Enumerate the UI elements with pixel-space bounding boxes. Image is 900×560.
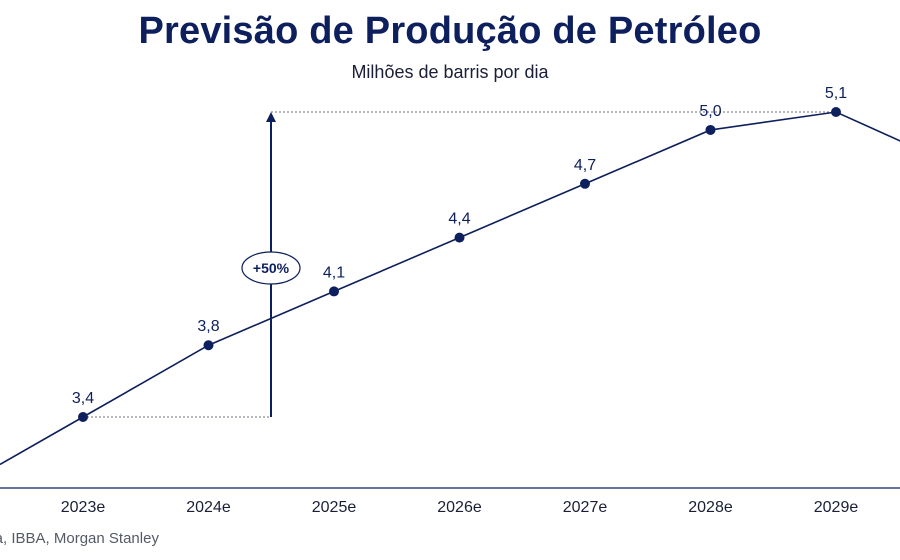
data-label: 4,7 — [574, 157, 596, 174]
data-point — [705, 124, 716, 135]
x-tick-label: 2027e — [563, 499, 608, 516]
data-label: 5,0 — [699, 103, 721, 120]
chart-title: Previsão de Produção de Petróleo — [138, 10, 762, 52]
data-point — [203, 340, 214, 351]
data-point — [78, 412, 88, 422]
annotation-badge — [241, 251, 301, 285]
x-tick-label: 2024e — [186, 499, 231, 516]
source-note: nea, IBBA, Morgan Stanley — [0, 530, 159, 547]
data-label: 3,4 — [72, 390, 94, 407]
series-line — [0, 111, 900, 466]
x-tick-label: 2026e — [437, 499, 482, 516]
data-label: 3,8 — [197, 318, 219, 335]
x-tick-label: 2025e — [312, 499, 357, 516]
x-tick-label: 2029e — [814, 499, 859, 516]
data-point — [831, 107, 841, 118]
annotation-arrow-head — [266, 112, 276, 123]
data-point — [329, 286, 339, 297]
x-tick-label: 2023e — [61, 499, 106, 516]
chart-subtitle: Milhões de barris por dia — [351, 62, 549, 82]
data-point — [454, 232, 465, 243]
x-tick-label: 2028e — [688, 499, 733, 516]
annotation-label: +50% — [253, 260, 290, 276]
data-label: 4,4 — [448, 211, 470, 228]
data-label: 4,1 — [323, 264, 345, 281]
data-label: 5,1 — [825, 85, 847, 102]
data-point — [580, 178, 590, 189]
